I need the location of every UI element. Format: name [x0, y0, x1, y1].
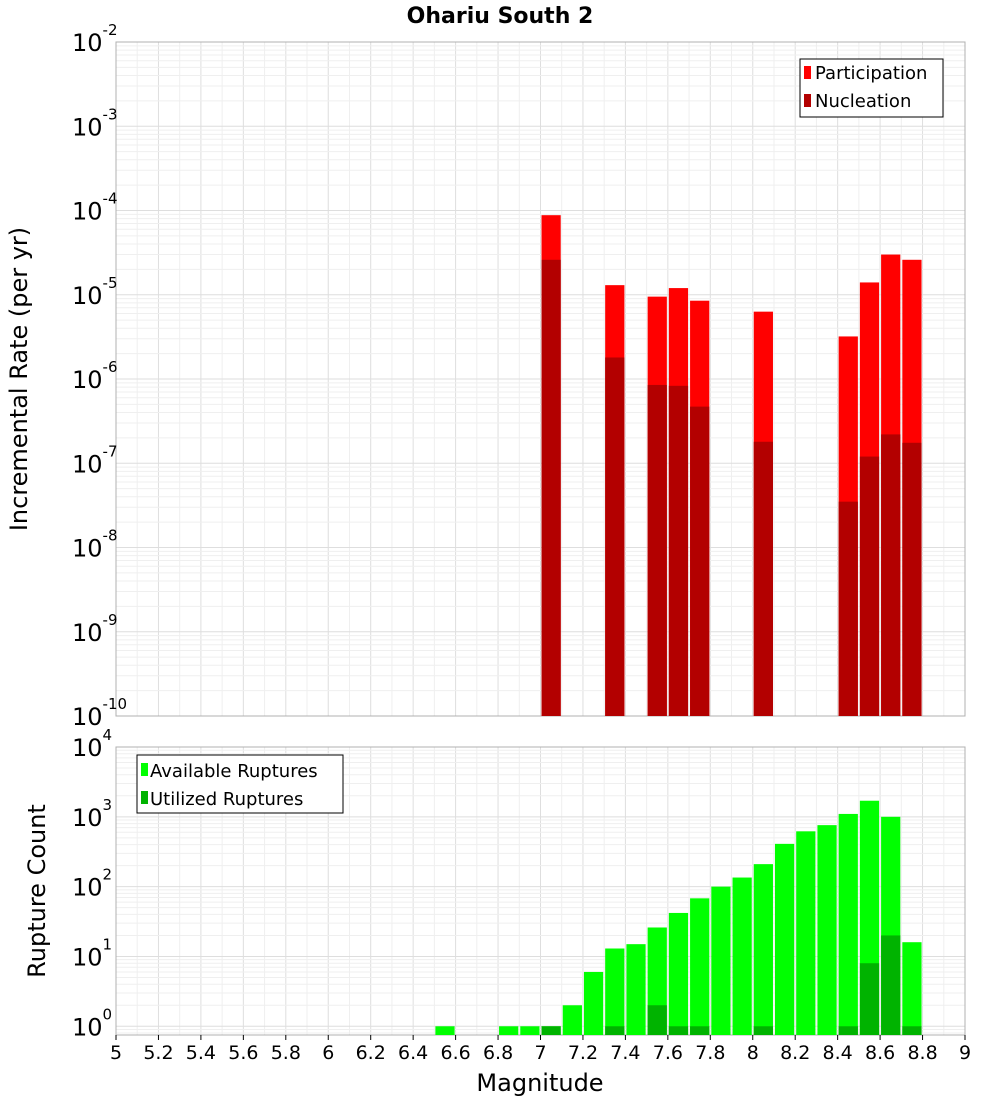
- nucleation-bar: [668, 385, 689, 716]
- available-bar: [435, 1026, 455, 1035]
- x-tick-label: 6.6: [440, 1042, 470, 1064]
- available-bar: [520, 1026, 540, 1035]
- x-tick-label: 8.6: [865, 1042, 895, 1064]
- x-tick-label: 5.2: [143, 1042, 173, 1064]
- available-bar: [583, 971, 604, 1035]
- x-tick-label: 8.8: [907, 1042, 937, 1064]
- available-bar: [774, 843, 795, 1035]
- magnitude-x-ticks: 5 5.2 5.4 5.6 5.8 6 6.2 6.4 6.6 6.8 7 7.2 7.4 7.6 7.8 8…: [110, 1035, 971, 1064]
- available-bar: [499, 1026, 519, 1035]
- x-tick-label: 8: [747, 1042, 759, 1064]
- available-bar: [562, 1005, 582, 1035]
- nucleation-bar: [541, 259, 561, 716]
- available-swatch: [141, 763, 148, 776]
- top-plot-frame: [115, 41, 966, 717]
- nucleation-bar: [605, 357, 625, 716]
- rate-y-ticks: 10-10 10-9 10-8 10-7 10-6 10-5 10-4 10-3 10-2: [72, 21, 127, 731]
- available-bar: [690, 898, 710, 1035]
- rupture-legend-box: [136, 754, 344, 814]
- count-y-tick-label: 104: [72, 726, 112, 762]
- x-tick-label: 8.4: [823, 1042, 853, 1064]
- rate-y-tick-label: 10-4: [72, 190, 118, 226]
- participation-legend-label: Participation: [815, 63, 927, 84]
- utilized-bar: [753, 1026, 773, 1035]
- x-tick-label: 5.6: [228, 1042, 258, 1064]
- available-bar: [668, 912, 689, 1035]
- participation-swatch: [804, 66, 811, 79]
- available-bar: [753, 864, 773, 1035]
- rate-legend-box: [799, 58, 944, 118]
- available-bar: [838, 813, 858, 1035]
- x-tick-label: 5.8: [271, 1042, 301, 1064]
- utilized-bar: [838, 1026, 858, 1035]
- rate-y-tick-label: 10-7: [72, 442, 118, 478]
- utilized-bar: [881, 935, 901, 1035]
- rupture-bars: [435, 800, 922, 1035]
- rate-y-tick-label: 10-10: [72, 695, 127, 731]
- utilized-legend-label: Utilized Ruptures: [150, 789, 303, 810]
- nucleation-bar: [690, 406, 710, 716]
- available-bar: [817, 825, 837, 1035]
- x-tick-label: 7: [534, 1042, 546, 1064]
- count-y-ticks: 100 101 102 103 104: [72, 726, 112, 1041]
- x-tick-label: 6: [322, 1042, 334, 1064]
- rate-legend: Participation Nucleation: [799, 58, 944, 118]
- available-bar: [732, 877, 752, 1035]
- x-tick-label: 5.4: [186, 1042, 216, 1064]
- x-tick-label: 5: [110, 1042, 122, 1064]
- count-y-tick-label: 100: [72, 1005, 112, 1041]
- x-axis-label: Magnitude: [476, 1069, 603, 1097]
- rupture-legend: Available Ruptures Utilized Ruptures: [136, 754, 344, 814]
- x-tick-label: 7.6: [653, 1042, 683, 1064]
- utilized-bar: [647, 1005, 667, 1035]
- rate-y-tick-label: 10-3: [72, 105, 118, 141]
- available-bar: [902, 942, 922, 1035]
- available-bar: [796, 831, 816, 1035]
- rate-y-axis-label: Incremental Rate (per yr): [5, 227, 33, 531]
- x-tick-label: 6.4: [398, 1042, 428, 1064]
- rate-y-tick-label: 10-8: [72, 527, 118, 563]
- top-grid: [115, 41, 966, 717]
- utilized-bar: [902, 1026, 922, 1035]
- nucleation-swatch: [804, 94, 811, 107]
- rate-y-tick-label: 10-5: [72, 274, 118, 310]
- x-tick-label: 7.8: [695, 1042, 725, 1064]
- utilized-bar: [690, 1026, 710, 1035]
- x-tick-label: 9: [959, 1042, 971, 1064]
- x-tick-label: 6.2: [356, 1042, 386, 1064]
- x-tick-label: 7.2: [568, 1042, 598, 1064]
- nucleation-legend-label: Nucleation: [815, 91, 911, 112]
- available-bar: [605, 948, 625, 1035]
- rate-y-tick-label: 10-9: [72, 611, 118, 647]
- x-tick-label: 7.4: [610, 1042, 640, 1064]
- utilized-swatch: [141, 791, 148, 804]
- count-y-axis-label: Rupture Count: [23, 804, 51, 978]
- count-y-tick-label: 103: [72, 796, 112, 832]
- nucleation-bar: [647, 384, 667, 716]
- utilized-bar: [668, 1026, 689, 1035]
- count-y-tick-label: 101: [72, 935, 112, 971]
- x-tick-label: 8.2: [780, 1042, 810, 1064]
- utilized-bar: [541, 1026, 561, 1035]
- available-legend-label: Available Ruptures: [150, 761, 318, 782]
- rate-bars: [541, 215, 922, 716]
- nucleation-bar: [902, 442, 922, 716]
- utilized-bar: [859, 963, 880, 1035]
- nucleation-bar: [881, 434, 901, 716]
- rate-y-tick-label: 10-2: [72, 21, 118, 57]
- utilized-bar: [605, 1026, 625, 1035]
- nucleation-bar: [859, 456, 880, 716]
- nucleation-bar: [753, 441, 773, 716]
- nucleation-bar: [838, 501, 858, 716]
- available-bar: [626, 944, 646, 1035]
- chart-title: Ohariu South 2: [407, 4, 594, 29]
- count-y-tick-label: 102: [72, 866, 112, 902]
- rate-y-tick-label: 10-6: [72, 358, 118, 394]
- available-bar: [711, 886, 731, 1035]
- x-tick-label: 6.8: [483, 1042, 513, 1064]
